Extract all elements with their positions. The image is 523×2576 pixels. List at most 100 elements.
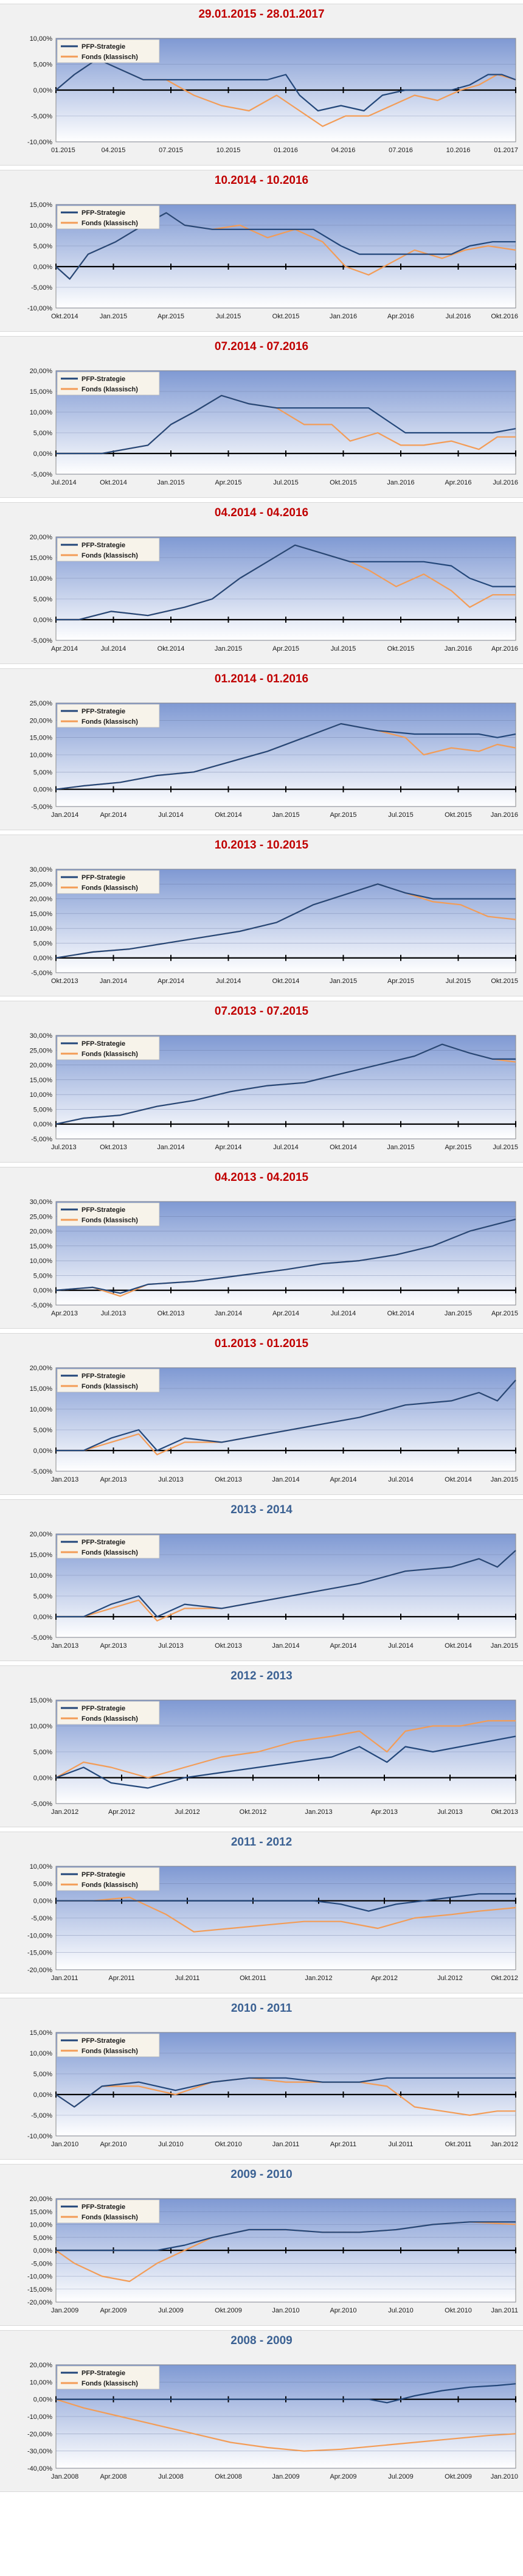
legend-label: PFP-Strategie [81, 1373, 125, 1380]
line-chart: 15,00% 10,00% 5,00% 0,00% -5,00%Jan.2012 Apr.… [30, 1697, 518, 1816]
x-tick-label: Okt.2013 [100, 1144, 127, 1151]
x-tick-label: Apr.2015 [445, 1144, 471, 1151]
line-chart: 20,00%15,00%10,00%5,00%0,00%-5,00%Jan.20… [30, 1531, 518, 1650]
y-tick-label: 15,00% [30, 2208, 53, 2216]
legend-label: PFP-Strategie [81, 1206, 125, 1214]
y-tick-label: -10,00% [27, 1932, 52, 1939]
legend-label: PFP-Strategie [81, 2203, 125, 2211]
y-tick-label: 15,00% [30, 735, 53, 742]
x-tick-label: Apr.2016 [491, 645, 518, 653]
y-tick-label: 5,00% [33, 61, 52, 69]
chart-legend: PFP-Strategie Fonds (klassisch) [57, 1867, 160, 1891]
x-tick-label: Okt.2015 [445, 811, 472, 819]
line-chart: 20,00%15,00%10,00%5,00%0,00%-5,00%Jan.20… [30, 1365, 518, 1483]
line-chart: 20,00% 10,00% 0,00% -10,00% -20,00% -30,00% -4… [27, 2362, 518, 2480]
y-tick-label: 20,00% [30, 1228, 53, 1236]
x-tick-label: Jul.2012 [437, 1975, 463, 1982]
y-tick-label: 10,00% [30, 2379, 53, 2386]
x-tick-label: Apr.2009 [100, 2307, 126, 2314]
y-tick-label: -10,00% [27, 2273, 52, 2281]
chart-title: 10.2014 - 10.2016 [214, 174, 309, 187]
legend-box [57, 39, 160, 63]
chart-legend: PFP-Strategie Fonds (klassisch) [57, 1368, 160, 1393]
x-tick-label: Okt.2014 [215, 811, 242, 819]
x-tick-label: Okt.2015 [387, 645, 415, 653]
legend-box [57, 1368, 160, 1393]
legend-box [57, 1202, 160, 1227]
x-tick-label: Jan.2014 [215, 1310, 242, 1317]
y-tick-label: 0,00% [33, 450, 52, 458]
y-tick-label: 20,00% [30, 1365, 53, 1372]
x-tick-label: Jul.2013 [101, 1310, 126, 1317]
y-tick-label: 0,00% [33, 955, 52, 962]
y-tick-label: 10,00% [30, 1258, 53, 1265]
x-tick-label: Okt.2011 [240, 1975, 266, 1982]
y-tick-label: 30,00% [30, 866, 53, 873]
y-tick-label: -20,00% [27, 2299, 52, 2306]
legend-label: Fonds (klassisch) [81, 2048, 138, 2055]
x-tick-label: Apr.2012 [108, 1808, 135, 1816]
y-tick-label: 20,00% [30, 368, 53, 375]
chart-title: 2010 - 2011 [230, 2002, 293, 2015]
y-tick-label: 25,00% [30, 700, 53, 707]
x-tick-label: Okt.2013 [215, 1476, 242, 1483]
chart-title: 04.2013 - 04.2015 [214, 1171, 309, 1184]
x-tick-label: Jul.2014 [388, 1476, 414, 1483]
legend-label: Fonds (klassisch) [81, 54, 138, 61]
x-tick-label: Okt.2015 [330, 479, 357, 486]
legend-label: PFP-Strategie [81, 1539, 125, 1546]
series-line-strategy [55, 1735, 516, 1789]
x-tick-label: Jan.2011 [272, 2141, 299, 2148]
line-chart: 30,00% 25,00% 20,00% 15,00% 10,00% 5,00% 0,00%… [30, 1032, 518, 1151]
chart-title: 29.01.2015 - 28.01.2017 [198, 8, 325, 21]
series-line-strategy [56, 2221, 516, 2252]
x-tick-label: Jan.2009 [51, 2307, 78, 2314]
y-tick-label: 15,00% [30, 1385, 53, 1393]
legend-label: PFP-Strategie [81, 1040, 125, 1048]
x-tick-label: Apr.2015 [272, 645, 299, 653]
x-tick-label: Apr.2011 [330, 2141, 356, 2148]
y-tick-label: -5,00% [31, 1302, 52, 1309]
y-tick-label: 20,00% [30, 2196, 53, 2203]
y-tick-label: -5,00% [31, 1801, 52, 1808]
x-tick-label: Okt.2015 [491, 978, 518, 985]
y-tick-label: -5,00% [31, 1468, 52, 1475]
x-tick-label: 07.2016 [389, 147, 413, 154]
x-tick-label: Jan.2014 [272, 1642, 299, 1650]
x-tick-label: Jul.2014 [388, 1642, 414, 1650]
y-tick-label: 30,00% [30, 1199, 53, 1206]
y-tick-label: 0,00% [33, 617, 52, 624]
x-tick-label: Okt.2014 [272, 978, 300, 985]
y-tick-label: 20,00% [30, 896, 53, 903]
y-tick-label: 10,00% [30, 575, 53, 583]
y-tick-label: 0,00% [33, 87, 52, 94]
x-tick-label: Jan.2012 [51, 1808, 78, 1816]
line-chart: 10,00% 5,00% 0,00% -5,00% -10,00%01.2015 04.2… [27, 35, 518, 154]
y-tick-label: 10,00% [30, 35, 53, 43]
y-tick-label: -5,00% [31, 284, 52, 292]
y-tick-label: 0,00% [33, 264, 52, 271]
legend-label: PFP-Strategie [81, 43, 125, 51]
legend-label: Fonds (klassisch) [81, 2380, 138, 2387]
x-tick-label: Jan.2015 [330, 978, 357, 985]
y-tick-label: 0,00% [33, 2247, 52, 2255]
y-tick-label: 10,00% [30, 1572, 53, 1580]
chart-legend: PFP-Strategie Fonds (klassisch) [57, 1202, 160, 1227]
y-tick-label: -20,00% [27, 1967, 52, 1974]
x-tick-label: Jan.2013 [51, 1642, 78, 1650]
legend-label: PFP-Strategie [81, 708, 125, 715]
y-tick-label: 15,00% [30, 388, 53, 396]
series-line-strategy [56, 544, 516, 621]
y-tick-label: 15,00% [30, 1077, 53, 1084]
legend-label: PFP-Strategie [81, 874, 125, 881]
x-tick-label: Okt.2015 [272, 313, 300, 320]
chart-panel: 2013 - 2014 20,00% 15,00% 10,00% 5,00% 0,00% -… [0, 1499, 523, 1661]
chart-title: 10.2013 - 10.2015 [214, 839, 309, 852]
y-tick-label: -5,00% [31, 970, 52, 977]
y-tick-label: 20,00% [30, 717, 53, 724]
y-tick-label: -10,00% [27, 139, 52, 146]
chart-legend: PFP-Strategie Fonds (klassisch) [57, 371, 160, 396]
y-tick-label: -5,00% [31, 2112, 52, 2119]
y-tick-label: -5,00% [31, 471, 52, 478]
x-tick-label: Apr.2015 [330, 811, 356, 819]
